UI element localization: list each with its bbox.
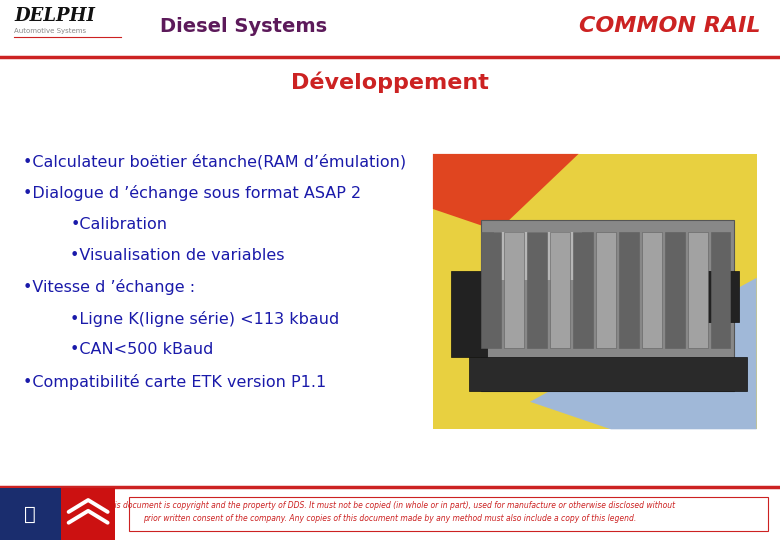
Text: Diesel Systems: Diesel Systems [160, 17, 327, 36]
Text: •Compatibilité carte ETK version P1.1: •Compatibilité carte ETK version P1.1 [23, 374, 327, 390]
Text: 🦁: 🦁 [23, 504, 36, 524]
Bar [61, 488, 115, 540]
Text: Développement: Développement [291, 71, 489, 93]
Bar [665, 232, 685, 348]
Bar [688, 232, 707, 348]
Bar [596, 232, 615, 348]
Text: Automotive Systems: Automotive Systems [14, 28, 86, 35]
Bar [551, 232, 570, 348]
Bar [0, 488, 61, 540]
Text: •Dialogue d ’échange sous format ASAP 2: •Dialogue d ’échange sous format ASAP 2 [23, 185, 361, 201]
Bar [704, 271, 739, 322]
Bar [129, 497, 768, 531]
Bar [469, 356, 746, 391]
Text: DELPHI: DELPHI [14, 7, 95, 25]
Bar [573, 232, 593, 348]
Bar [619, 232, 639, 348]
Text: •Calibration: •Calibration [70, 217, 167, 232]
Bar [481, 232, 501, 348]
Bar [527, 232, 547, 348]
Polygon shape [433, 154, 579, 231]
Bar [711, 232, 731, 348]
Bar [451, 271, 487, 356]
Polygon shape [530, 278, 757, 429]
Text: This document is copyright and the property of DDS. It must not be copied (in wh: This document is copyright and the prope… [105, 501, 675, 523]
Bar [481, 220, 734, 391]
Text: •Calculateur boëtier étanche(RAM d’émulation): •Calculateur boëtier étanche(RAM d’émula… [23, 154, 406, 170]
Bar [494, 232, 583, 280]
Bar [433, 154, 757, 429]
Bar [642, 232, 661, 348]
Text: •Vitesse d ’échange :: •Vitesse d ’échange : [23, 279, 196, 295]
Bar [505, 232, 524, 348]
Text: •Ligne K(ligne série) <113 kbaud: •Ligne K(ligne série) <113 kbaud [70, 311, 339, 327]
Text: •CAN<500 kBaud: •CAN<500 kBaud [70, 342, 214, 357]
Text: •Visualisation de variables: •Visualisation de variables [70, 248, 285, 263]
Text: COMMON RAIL: COMMON RAIL [579, 16, 760, 37]
